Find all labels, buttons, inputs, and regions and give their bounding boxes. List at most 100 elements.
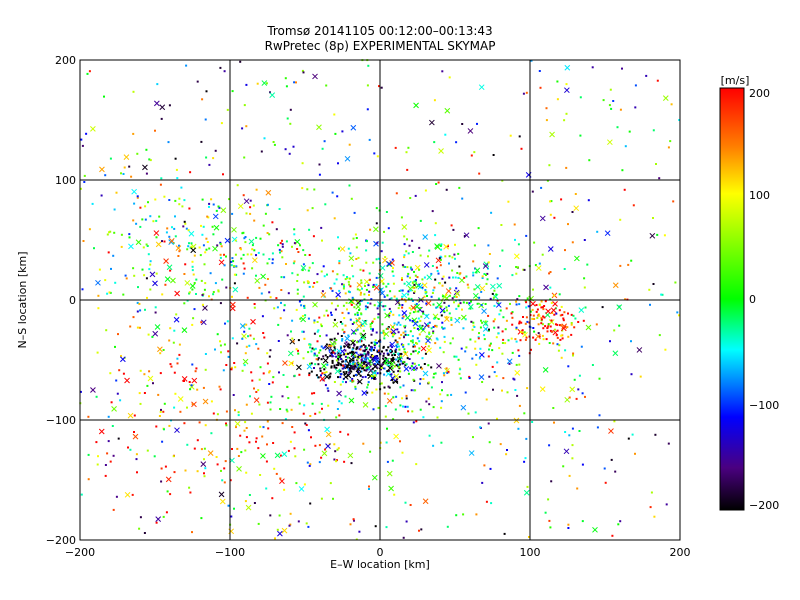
- scatter-dot: [143, 274, 146, 277]
- scatter-dot: [375, 388, 378, 391]
- scatter-dot: [572, 354, 574, 357]
- scatter-dot: [422, 328, 425, 331]
- scatter-cross: [243, 198, 250, 205]
- scatter-cross: [608, 428, 614, 434]
- scatter-dot: [321, 147, 324, 150]
- scatter-dot: [303, 305, 305, 308]
- scatter-dot: [403, 282, 406, 285]
- scatter-dot: [246, 296, 249, 299]
- scatter-dot: [556, 343, 559, 346]
- scatter-dot: [506, 391, 509, 394]
- scatter-dot: [412, 350, 415, 353]
- scatter-dot: [411, 300, 414, 302]
- scatter-dot: [301, 330, 304, 333]
- scatter-dot: [163, 195, 166, 198]
- scatter-dot: [401, 277, 403, 280]
- scatter-dot: [243, 237, 246, 240]
- scatter-dot: [97, 307, 100, 310]
- scatter-dot: [202, 386, 205, 389]
- scatter-dot: [325, 334, 328, 337]
- scatter-dot: [402, 345, 405, 348]
- scatter-dot: [414, 194, 417, 197]
- scatter-dot: [630, 373, 633, 376]
- scatter-dot: [564, 249, 566, 252]
- scatter-dot: [200, 140, 203, 143]
- scatter-dot: [293, 81, 296, 84]
- scatter-dot: [305, 522, 308, 525]
- scatter-dot: [500, 224, 503, 226]
- scatter-dot: [188, 486, 191, 489]
- scatter-dot: [361, 299, 364, 302]
- scatter-dot: [396, 346, 398, 348]
- scatter-dot: [244, 236, 247, 238]
- scatter-cross: [422, 370, 429, 377]
- scatter-dot: [371, 391, 374, 394]
- scatter-dot: [297, 396, 300, 399]
- scatter-dot: [548, 444, 551, 447]
- scatter-dot: [492, 320, 495, 323]
- scatter-dot: [445, 188, 448, 191]
- scatter-dot: [192, 273, 195, 276]
- scatter-dot: [526, 320, 529, 323]
- scatter-dot: [453, 253, 456, 256]
- scatter-dot: [280, 301, 282, 304]
- scatter-dot: [240, 451, 243, 454]
- scatter-dot: [570, 333, 573, 336]
- scatter-dot: [403, 325, 406, 328]
- scatter-dot: [407, 372, 410, 375]
- scatter-dot: [499, 443, 502, 446]
- scatter-dot: [372, 328, 374, 331]
- scatter-cross: [336, 348, 343, 355]
- scatter-dot: [190, 242, 193, 245]
- scatter-dot: [579, 96, 582, 99]
- scatter-cross: [564, 87, 570, 94]
- scatter-dot: [550, 480, 553, 483]
- scatter-dot: [248, 441, 251, 444]
- scatter-dot: [394, 339, 397, 342]
- scatter-dot: [137, 286, 139, 289]
- scatter-dot: [568, 396, 571, 399]
- scatter-dot: [413, 362, 416, 365]
- scatter-dot: [391, 270, 394, 273]
- scatter-dot: [369, 228, 372, 231]
- scatter-dot: [404, 330, 407, 333]
- scatter-dot: [122, 173, 125, 175]
- scatter-dot: [153, 455, 156, 458]
- scatter-dot: [128, 165, 131, 168]
- scatter-dot: [220, 122, 223, 125]
- scatter-dot: [538, 335, 541, 338]
- scatter-dot: [212, 412, 215, 415]
- scatter-dot: [333, 337, 336, 340]
- scatter-dot: [369, 356, 372, 358]
- scatter-dot: [365, 363, 368, 366]
- scatter-dot: [465, 301, 468, 304]
- scatter-cross: [228, 528, 235, 535]
- scatter-dot: [493, 289, 496, 292]
- scatter-dot: [307, 351, 310, 354]
- scatter-dot: [446, 309, 448, 312]
- scatter-cross: [426, 335, 433, 341]
- scatter-dot: [143, 392, 146, 394]
- scatter-dot: [289, 122, 292, 125]
- scatter-cross: [434, 244, 441, 250]
- scatter-dot: [253, 387, 255, 390]
- scatter-dot: [152, 382, 154, 385]
- scatter-dot: [577, 388, 580, 391]
- scatter-dot: [394, 146, 397, 149]
- scatter-dot: [440, 256, 443, 259]
- scatter-dot: [336, 304, 339, 307]
- scatter-dot: [296, 292, 299, 295]
- scatter-dot: [553, 216, 556, 219]
- scatter-dot: [209, 272, 212, 275]
- scatter-dot: [164, 283, 167, 286]
- scatter-dot: [146, 384, 149, 387]
- scatter-dot: [284, 418, 287, 421]
- scatter-dot: [228, 198, 231, 201]
- scatter-dot: [277, 340, 280, 342]
- scatter-dot: [501, 179, 504, 182]
- scatter-dot: [530, 348, 532, 351]
- scatter-dot: [201, 303, 204, 306]
- scatter-dot: [502, 316, 505, 319]
- scatter-dot: [415, 321, 417, 324]
- scatter-dot: [520, 330, 523, 333]
